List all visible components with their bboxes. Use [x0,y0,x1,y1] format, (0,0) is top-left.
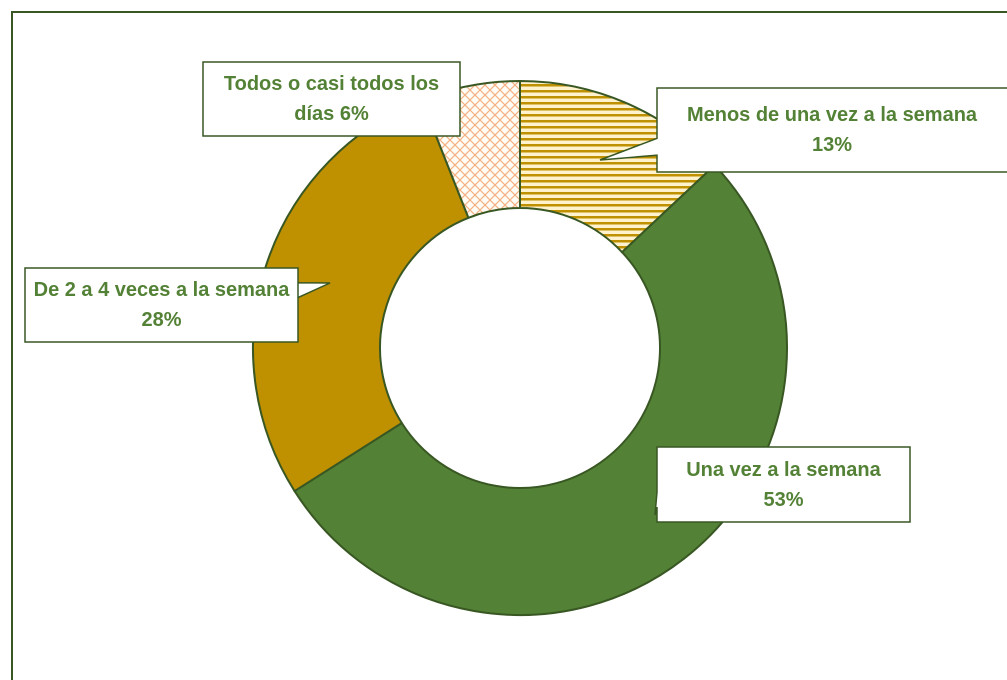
value-label: 13% [811,134,853,156]
data-label-text: Todos o casi todos los días 6% [211,69,452,129]
value-label: 53% [763,488,804,511]
category-name: Todos o casi todos los días [223,73,440,125]
data-label: De 2 a 4 veces a la semana 28% [25,268,298,342]
data-label: Todos o casi todos los días 6% [203,62,460,136]
value-label: 28% [141,309,182,331]
category-name: De 2 a 4 veces a la semana [33,279,290,301]
callout [202,61,461,137]
category-name: Una vez a la semana [686,458,881,481]
value-label: 6% [339,103,369,125]
callout-box [599,87,1007,173]
data-label: Una vez a la semana 53% [657,447,910,522]
callout [654,446,911,523]
data-label: Menos de una vez a la semana 13% [657,88,1007,172]
callout-box [654,446,911,523]
data-label-text: Una vez a la semana 53% [665,455,902,515]
data-label-text: De 2 a 4 veces a la semana 28% [33,275,290,335]
callout-box [24,267,331,343]
category-name: Menos de una vez a la semana [686,104,978,126]
callout [599,87,1007,173]
callout-box [202,61,461,137]
data-label-text: Menos de una vez a la semana 13% [665,100,999,160]
callout [24,267,331,343]
